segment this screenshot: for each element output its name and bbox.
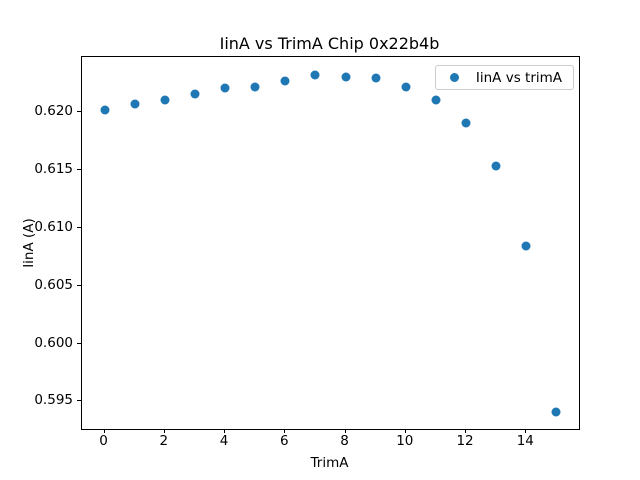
x-tick-label: 4 (219, 433, 229, 449)
data-point (280, 76, 290, 86)
x-tick (284, 429, 286, 433)
x-tick-label: 6 (280, 433, 289, 449)
y-tick-label: 0.610 (34, 218, 73, 235)
data-point (551, 407, 561, 417)
data-point (250, 82, 260, 92)
legend-marker-icon (449, 73, 459, 82)
y-tick-label: 0.600 (34, 334, 73, 351)
x-tick (344, 429, 346, 433)
x-tick (465, 429, 467, 433)
x-tick-label: 14 (516, 433, 534, 449)
data-point (371, 73, 381, 83)
x-tick (103, 429, 105, 433)
data-point (401, 82, 411, 92)
y-tick-label: 0.605 (34, 276, 73, 293)
y-tick (77, 111, 81, 113)
x-tick-label: 0 (99, 433, 108, 449)
legend: IinA vs trimA (434, 65, 574, 90)
plot-area: IinA vs trimA (81, 56, 580, 430)
x-tick-label: 10 (396, 433, 414, 449)
x-axis-label: TrimA (310, 455, 349, 471)
legend-label: IinA vs trimA (475, 69, 562, 86)
data-point (190, 89, 200, 99)
y-tick (77, 284, 81, 286)
x-tick-label: 12 (456, 433, 474, 449)
data-point (521, 241, 531, 251)
x-tick-label: 2 (159, 433, 169, 449)
x-tick-label: 8 (340, 433, 349, 449)
y-tick-label: 0.595 (34, 392, 73, 409)
y-tick (77, 400, 81, 402)
y-tick (77, 226, 81, 228)
chart-title: IinA vs TrimA Chip 0x22b4b (219, 34, 440, 53)
x-tick (163, 429, 165, 433)
y-tick (77, 342, 81, 344)
data-point (220, 83, 230, 93)
data-point (431, 95, 441, 105)
x-tick (224, 429, 226, 433)
data-point (160, 95, 170, 105)
y-tick (77, 169, 81, 171)
data-point (100, 105, 110, 115)
data-point (461, 118, 471, 128)
data-point (341, 72, 351, 82)
y-tick-label: 0.615 (34, 161, 73, 178)
data-point (491, 161, 501, 171)
data-point (130, 99, 140, 109)
x-tick (404, 429, 406, 433)
data-point (310, 70, 320, 80)
y-axis-label: IinA (A) (21, 218, 37, 268)
x-tick (525, 429, 527, 433)
y-tick-label: 0.620 (34, 103, 73, 120)
